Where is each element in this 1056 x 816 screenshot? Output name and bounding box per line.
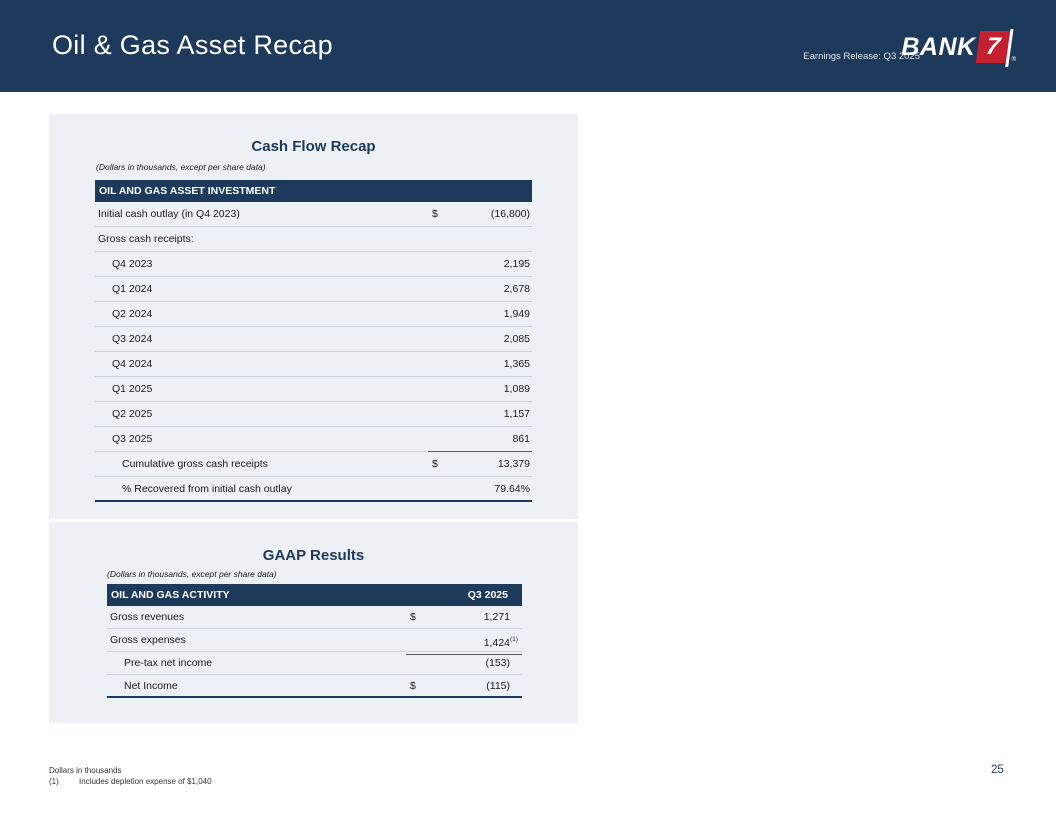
table-row: Q1 2025 1,089 — [95, 377, 532, 402]
row-value: 2,085 — [503, 333, 530, 345]
registered-mark: ® — [1011, 57, 1016, 63]
table-row: Gross revenues $ 1,271 — [107, 606, 522, 629]
table-row: Q3 2025 861 — [95, 427, 532, 452]
table-row: Gross expenses 1,424(1) — [107, 629, 522, 655]
row-value: 1,949 — [503, 308, 530, 320]
row-dollar-sign — [428, 327, 450, 351]
cash-flow-table: OIL AND GAS ASSET INVESTMENT Initial cas… — [95, 180, 532, 502]
gaap-table-header: OIL AND GAS ACTIVITY Q3 2025 — [107, 584, 522, 606]
row-value-number: 1,424 — [483, 637, 510, 649]
row-label: Q4 2024 — [112, 358, 153, 370]
row-dollar-sign — [428, 252, 450, 276]
table-row: Q4 2024 1,365 — [95, 352, 532, 377]
row-value — [450, 227, 532, 251]
table-row: Q2 2025 1,157 — [95, 402, 532, 427]
table-row: Cumulative gross cash receipts $ 13,379 — [95, 452, 532, 477]
table-row: Net Income $ (115) — [107, 675, 522, 698]
earnings-release-label: Earnings Release: Q3 2025 — [803, 51, 920, 62]
row-dollar-sign: $ — [410, 680, 416, 692]
row-dollar-sign — [428, 402, 450, 426]
cash-flow-table-header: OIL AND GAS ASSET INVESTMENT — [95, 180, 532, 202]
footnote-text: Includes depletion expense of $1,040 — [79, 777, 212, 786]
row-label: Q3 2025 — [112, 433, 153, 445]
table-row: Q4 2023 2,195 — [95, 252, 532, 277]
table-row: Q2 2024 1,949 — [95, 302, 532, 327]
gaap-table: OIL AND GAS ACTIVITY Q3 2025 Gross reven… — [107, 584, 522, 698]
row-label: Q4 2023 — [112, 258, 153, 270]
footnote: (1) Includes depletion expense of $1,040 — [49, 777, 212, 786]
row-value: 1,271 — [483, 611, 510, 623]
row-dollar-sign: $ — [410, 611, 416, 623]
row-label: Net Income — [124, 680, 178, 692]
table-row: Q1 2024 2,678 — [95, 277, 532, 302]
flag-icon: 7 — [975, 31, 1010, 63]
row-dollar-sign — [406, 652, 428, 674]
table-row: Initial cash outlay (in Q4 2023) $ (16,8… — [95, 202, 532, 227]
row-dollar-sign — [428, 227, 450, 251]
row-value: 1,365 — [503, 358, 530, 370]
table-header-label: OIL AND GAS ASSET INVESTMENT — [99, 185, 276, 197]
row-value: (153) — [485, 657, 510, 669]
cash-flow-title: Cash Flow Recap — [251, 138, 376, 155]
page-title: Oil & Gas Asset Recap — [52, 30, 333, 60]
table-row: Gross cash receipts: — [95, 227, 532, 252]
row-value: (16,800) — [490, 208, 530, 220]
row-dollar-sign — [428, 477, 450, 501]
column-header: Q3 2025 — [467, 589, 508, 601]
page-number: 25 — [991, 764, 1004, 776]
row-label: Gross expenses — [110, 634, 186, 646]
cash-flow-subtitle: (Dollars in thousands, except per share … — [96, 162, 266, 172]
table-header-label: OIL AND GAS ACTIVITY — [111, 589, 230, 601]
row-label: Gross revenues — [110, 611, 185, 623]
gaap-subtitle: (Dollars in thousands, except per share … — [107, 569, 277, 579]
row-label: Pre-tax net income — [124, 657, 213, 669]
header-bar: Oil & Gas Asset Recap Earnings Release: … — [0, 0, 1056, 92]
row-dollar-sign: $ — [432, 208, 438, 220]
row-label: Q3 2024 — [112, 333, 153, 345]
row-label: % Recovered from initial cash outlay — [122, 483, 292, 495]
logo-text: BANK — [901, 32, 976, 61]
table-row: % Recovered from initial cash outlay 79.… — [95, 477, 532, 502]
row-label: Q2 2024 — [112, 308, 153, 320]
row-label: Cumulative gross cash receipts — [122, 458, 268, 470]
row-value: 1,157 — [503, 408, 530, 420]
row-label: Q1 2024 — [112, 283, 153, 295]
row-value: 2,678 — [503, 283, 530, 295]
gaap-title: GAAP Results — [262, 547, 365, 564]
row-value: (115) — [486, 680, 510, 692]
footnote-marker: (1) — [49, 777, 59, 786]
row-dollar-sign — [428, 352, 450, 376]
table-row: Pre-tax net income (153) — [107, 652, 522, 675]
row-label: Q1 2025 — [112, 383, 153, 395]
row-label: Q2 2025 — [112, 408, 153, 420]
row-value: 1,424(1) — [428, 629, 522, 655]
row-value: 13,379 — [497, 458, 530, 470]
gaap-panel: GAAP Results (Dollars in thousands, exce… — [49, 522, 578, 723]
row-label: Initial cash outlay (in Q4 2023) — [98, 208, 240, 220]
row-label: Gross cash receipts: — [98, 233, 194, 245]
row-dollar-sign — [428, 302, 450, 326]
row-dollar-sign — [428, 427, 450, 452]
table-row: Q3 2024 2,085 — [95, 327, 532, 352]
bank7-logo: BANK 7 ® — [901, 29, 1016, 65]
row-dollar-sign — [428, 377, 450, 401]
logo-number: 7 — [984, 33, 1002, 60]
row-dollar-sign — [428, 277, 450, 301]
row-value: 2,195 — [503, 258, 530, 270]
row-value: 861 — [450, 427, 532, 452]
footer-note: Dollars in thousands — [49, 766, 122, 775]
row-value: 79.64% — [494, 483, 530, 495]
row-dollar-sign — [406, 629, 428, 655]
row-dollar-sign: $ — [432, 458, 438, 470]
row-value: 1,089 — [503, 383, 530, 395]
cash-flow-panel: Cash Flow Recap (Dollars in thousands, e… — [49, 114, 578, 519]
